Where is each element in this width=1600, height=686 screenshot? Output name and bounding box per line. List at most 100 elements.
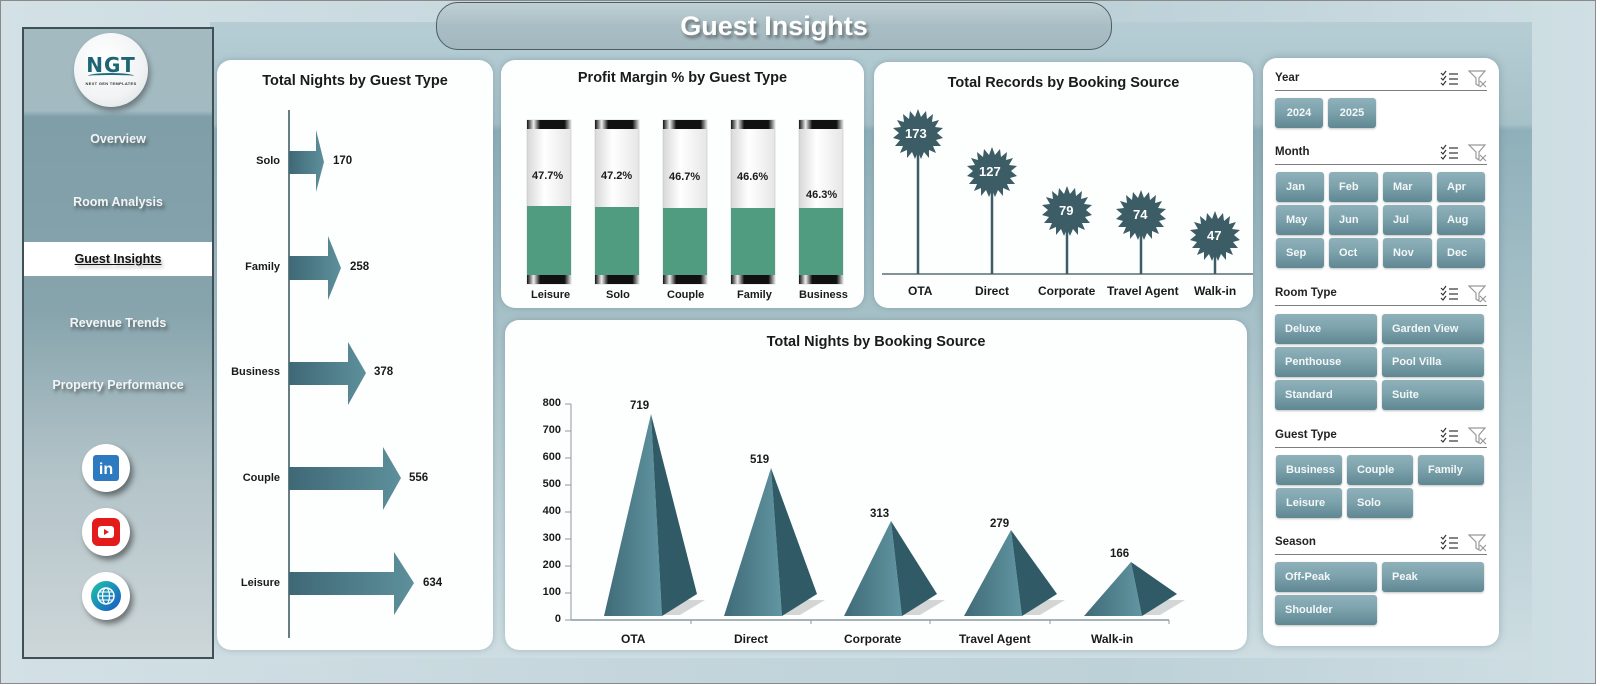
- lollipop-chart: [882, 109, 1253, 275]
- slicer-season-shoulder[interactable]: Shoulder: [1275, 595, 1377, 625]
- cylinder-bar-chart: [526, 119, 844, 285]
- axis-label: Travel Agent: [1107, 284, 1179, 298]
- sidebar-item-overview[interactable]: Overview: [90, 132, 146, 146]
- chart-nights-by-guest-type: Total Nights by Guest Type Solo Family B…: [217, 60, 493, 650]
- filter-panel: Year 2024 2025 Month Jan Feb Mar Apr May…: [1263, 58, 1499, 646]
- axis-label: Direct: [734, 632, 769, 646]
- slicer-month-jan[interactable]: Jan: [1276, 172, 1324, 202]
- data-label: 634: [423, 577, 443, 589]
- data-label: 46.3%: [806, 189, 838, 201]
- slicer-guest-business[interactable]: Business: [1276, 455, 1342, 485]
- slicer-month-jul[interactable]: Jul: [1383, 205, 1432, 235]
- slicer-month-sep[interactable]: Sep: [1276, 238, 1324, 268]
- sidebar-item-property-performance[interactable]: Property Performance: [52, 378, 184, 392]
- data-label: 74: [1133, 207, 1148, 222]
- multi-select-icon[interactable]: [1439, 533, 1459, 553]
- slicer-room-suite[interactable]: Suite: [1382, 380, 1484, 410]
- data-label: 519: [750, 454, 770, 466]
- axis-label: Business: [231, 366, 280, 378]
- multi-select-icon[interactable]: [1439, 143, 1459, 163]
- slicer-room-garden-view[interactable]: Garden View: [1382, 314, 1484, 344]
- axis-label: Solo: [256, 155, 280, 167]
- data-label: 719: [630, 400, 650, 412]
- axis-label: Business: [799, 289, 848, 301]
- slicer-month-nov[interactable]: Nov: [1383, 238, 1432, 268]
- axis-label: Walk-in: [1091, 632, 1134, 646]
- clear-filter-icon[interactable]: [1468, 69, 1488, 89]
- linkedin-button[interactable]: in: [82, 444, 130, 492]
- linkedin-icon: in: [93, 455, 119, 481]
- axis-label: Couple: [667, 289, 705, 301]
- sidebar-item-room-analysis[interactable]: Room Analysis: [73, 195, 163, 209]
- y-tick: 100: [542, 586, 561, 598]
- slicer-month-apr[interactable]: Apr: [1437, 172, 1485, 202]
- chart-records-by-booking-source: Total Records by Booking Source 173 127 …: [874, 62, 1253, 308]
- slicer-month-mar[interactable]: Mar: [1383, 172, 1432, 202]
- pyramid-chart: [565, 403, 1185, 624]
- clear-filter-icon[interactable]: [1468, 143, 1488, 163]
- multi-select-icon[interactable]: [1439, 69, 1459, 89]
- data-label: 173: [905, 126, 927, 141]
- y-tick: 300: [542, 532, 561, 544]
- slicer-season-peak[interactable]: Peak: [1382, 562, 1484, 592]
- ngt-logo: NGT NEXT GEN TEMPLATES: [74, 33, 148, 107]
- slicer-guest-leisure[interactable]: Leisure: [1276, 488, 1342, 518]
- slicer-year-2024[interactable]: 2024: [1275, 98, 1323, 128]
- clear-filter-icon[interactable]: [1468, 426, 1488, 446]
- axis-label: Corporate: [1038, 284, 1096, 298]
- slicer-month-may[interactable]: May: [1276, 205, 1324, 235]
- slicer-month-feb[interactable]: Feb: [1329, 172, 1378, 202]
- data-label: 313: [870, 508, 890, 520]
- data-label: 258: [350, 261, 370, 273]
- y-tick: 0: [554, 613, 561, 625]
- page-title-bar: Guest Insights: [436, 2, 1112, 50]
- slicer-guest-solo[interactable]: Solo: [1347, 488, 1413, 518]
- slicer-month-dec[interactable]: Dec: [1437, 238, 1485, 268]
- slicer-month-oct[interactable]: Oct: [1329, 238, 1378, 268]
- svg-text:in: in: [99, 461, 113, 478]
- clear-filter-icon[interactable]: [1468, 284, 1488, 304]
- sidebar-item-revenue-trends[interactable]: Revenue Trends: [69, 316, 167, 330]
- y-tick: 200: [542, 559, 561, 571]
- slicer-month-header: Month: [1275, 143, 1487, 165]
- axis-label: Leisure: [240, 577, 280, 589]
- data-label: 378: [374, 366, 394, 378]
- data-label: 46.7%: [669, 171, 701, 183]
- axis-label: Corporate: [844, 632, 902, 646]
- y-tick: 400: [542, 505, 561, 517]
- axis-label: Travel Agent: [959, 632, 1031, 646]
- slicer-season-off-peak[interactable]: Off-Peak: [1275, 562, 1377, 592]
- axis-label: OTA: [908, 284, 933, 298]
- clear-filter-icon[interactable]: [1468, 533, 1488, 553]
- slicer-guest-couple[interactable]: Couple: [1347, 455, 1413, 485]
- axis-label: Walk-in: [1194, 284, 1237, 298]
- slicer-room-penthouse[interactable]: Penthouse: [1275, 347, 1377, 377]
- multi-select-icon[interactable]: [1439, 284, 1459, 304]
- y-tick: 600: [542, 451, 561, 463]
- y-tick: 500: [542, 478, 561, 490]
- slicer-room-standard[interactable]: Standard: [1275, 380, 1377, 410]
- slicer-month-jun[interactable]: Jun: [1329, 205, 1378, 235]
- sidebar: NGT NEXT GEN TEMPLATES Overview Room Ana…: [22, 27, 214, 659]
- data-label: 127: [979, 164, 1001, 179]
- multi-select-icon[interactable]: [1439, 426, 1459, 446]
- arrow-bar-chart: [288, 110, 414, 638]
- axis-label: Solo: [606, 289, 630, 301]
- youtube-button[interactable]: [82, 508, 130, 556]
- y-tick: 800: [542, 397, 561, 409]
- data-label: 170: [333, 155, 353, 167]
- website-button[interactable]: [82, 572, 130, 620]
- slicer-guest-family[interactable]: Family: [1418, 455, 1484, 485]
- slicer-year-2025[interactable]: 2025: [1328, 98, 1376, 128]
- data-label: 79: [1059, 203, 1074, 218]
- slicer-year-header: Year: [1275, 69, 1487, 91]
- slicer-month-aug[interactable]: Aug: [1437, 205, 1485, 235]
- data-label: 46.6%: [737, 171, 769, 183]
- axis-label: OTA: [621, 632, 646, 646]
- chart-nights-by-booking-source: Total Nights by Booking Source: [505, 320, 1247, 650]
- sidebar-item-guest-insights[interactable]: Guest Insights: [24, 242, 212, 276]
- chart-profit-margin: Profit Margin % by Guest Type: [501, 60, 864, 308]
- slicer-room-deluxe[interactable]: Deluxe: [1275, 314, 1377, 344]
- slicer-room-pool-villa[interactable]: Pool Villa: [1382, 347, 1484, 377]
- data-label: 166: [1110, 548, 1130, 560]
